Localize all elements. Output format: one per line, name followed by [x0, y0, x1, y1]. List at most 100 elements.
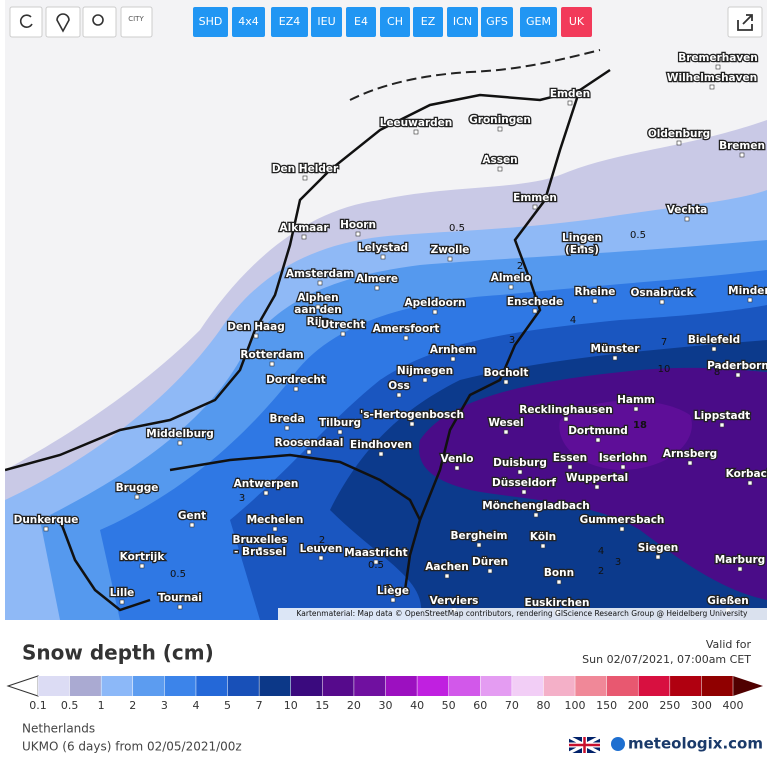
city-label: Lingen [562, 232, 602, 244]
city-label: Hamm [617, 394, 655, 406]
contour-label: 2 [598, 566, 604, 577]
city-marker [413, 129, 419, 135]
city-label: Rijn [307, 316, 330, 328]
city-marker [403, 335, 409, 341]
city-label: 's-Hertogenbosch [360, 409, 464, 421]
city-marker [315, 304, 321, 310]
valid-time: Sun 02/07/2021, 07:00am CET [582, 653, 751, 666]
model-button-label[interactable]: IEU [317, 15, 335, 28]
city-label: Roosendaal [275, 437, 344, 449]
scale-label: 30 [379, 699, 393, 712]
model-button-label[interactable]: ICN [453, 15, 472, 28]
zoom-button[interactable] [82, 6, 117, 38]
coastline [5, 68, 611, 472]
city-marker [517, 469, 523, 475]
city-label: Minden [728, 285, 772, 297]
city-marker [374, 285, 380, 291]
city-marker [747, 297, 753, 303]
contour-label: 3 [239, 493, 245, 504]
model-button[interactable] [232, 7, 265, 37]
city-label: Bergheim [451, 530, 508, 542]
scale-label: 7 [256, 699, 263, 712]
city-label: Bruxelles [232, 534, 287, 546]
city-label: Dunkerque [14, 514, 79, 526]
city-label: Nijmegen [397, 365, 453, 377]
city-marker [139, 563, 145, 569]
model-button[interactable] [413, 7, 443, 37]
contour-label: 4 [598, 546, 604, 557]
city-marker [447, 256, 453, 262]
city-label: Siegen [638, 542, 678, 554]
city-marker [620, 464, 626, 470]
model-button[interactable] [271, 7, 308, 37]
city-label: Amsterdam [286, 268, 354, 280]
city-label: Oldenburg [648, 128, 710, 140]
city-marker [594, 484, 600, 490]
city-marker [579, 244, 585, 250]
location-icon [56, 13, 70, 33]
city-marker [735, 372, 741, 378]
model-button[interactable] [481, 7, 513, 37]
scale-swatch [101, 676, 134, 696]
city-marker [503, 379, 509, 385]
city-label: Leuven [300, 543, 343, 555]
city-label: Düsseldorf [492, 477, 556, 489]
model-button[interactable] [193, 7, 228, 37]
city-label: Alkmaar [280, 222, 330, 234]
city-marker [293, 386, 299, 392]
model-button[interactable] [520, 7, 557, 37]
city-marker [306, 449, 312, 455]
model-button-label[interactable]: SHD [199, 15, 223, 28]
city-label: Emmen [513, 192, 557, 204]
model-button-label[interactable]: CH [387, 15, 403, 28]
city-marker [396, 392, 402, 398]
contour-label: 3 [615, 557, 621, 568]
region: Netherlands [22, 722, 95, 736]
city-marker [567, 100, 573, 106]
reload-button[interactable] [9, 6, 43, 38]
scale-swatch [669, 676, 702, 696]
model-run: UKMO (6 days) from 02/05/2021/00z [22, 740, 242, 754]
city-label: Vechta [667, 204, 707, 216]
city-label: Köln [530, 531, 556, 543]
city-marker [521, 489, 527, 495]
model-button-label[interactable]: UK [569, 15, 585, 28]
scale-label: 3 [161, 699, 168, 712]
model-button[interactable] [311, 7, 342, 37]
city-marker [567, 464, 573, 470]
city-marker [318, 555, 324, 561]
model-button[interactable] [380, 7, 410, 37]
model-button[interactable] [561, 7, 592, 37]
city-label: Bonn [544, 567, 574, 579]
city-label: Alphen [297, 292, 338, 304]
scale-swatch [417, 676, 450, 696]
contour-label: 0.5 [170, 569, 186, 580]
scale-swatch [132, 676, 165, 696]
city-marker [532, 308, 538, 314]
model-button[interactable] [346, 7, 376, 37]
scale-label: 1 [98, 699, 105, 712]
city-marker [676, 140, 682, 146]
city-label: Düren [472, 556, 508, 568]
scale-swatch [227, 676, 260, 696]
scale-swatch [701, 676, 734, 696]
contour-label: 3 [509, 335, 515, 346]
city-label: Iserlohn [599, 452, 647, 464]
city-marker [633, 406, 639, 412]
model-button-label[interactable]: E4 [354, 15, 368, 28]
city-label: Hoorn [340, 219, 376, 231]
city-label: Tilburg [319, 417, 361, 429]
city-button[interactable] [120, 6, 153, 38]
city-label: Maastricht [344, 547, 407, 559]
city-marker [619, 526, 625, 532]
model-button-label[interactable]: EZ [421, 15, 436, 28]
model-button-label[interactable]: 4x4 [238, 15, 259, 28]
city-label: Mönchengladbach [482, 500, 589, 512]
model-button-label[interactable]: GFS [486, 15, 508, 28]
city-label: Bremerhaven [678, 52, 758, 64]
city-label: Dortmund [568, 425, 628, 437]
model-button-label[interactable]: GEM [526, 15, 551, 28]
model-button[interactable] [447, 7, 478, 37]
location-button[interactable] [45, 6, 81, 38]
model-button-label[interactable]: EZ4 [279, 15, 300, 28]
